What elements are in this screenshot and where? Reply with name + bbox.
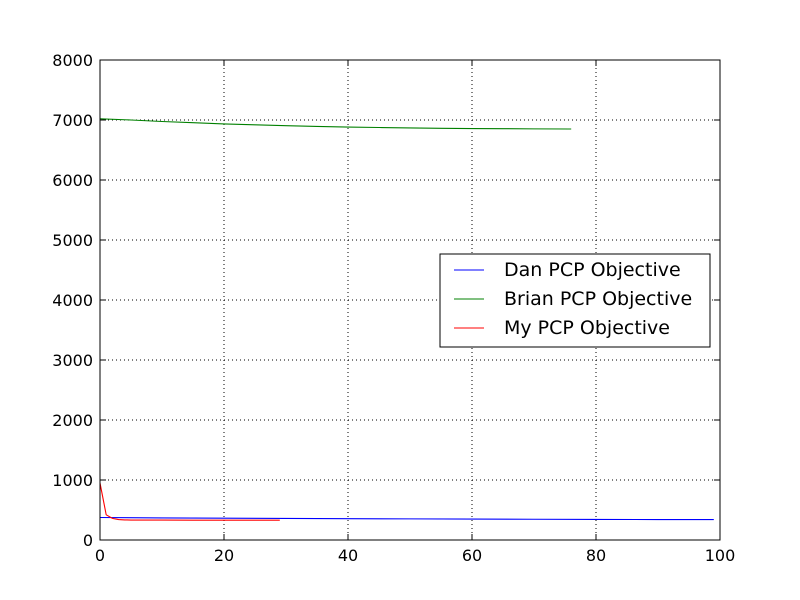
y-tick-label: 1000	[52, 471, 93, 490]
series-lines	[99, 118, 714, 521]
y-tick-label: 2000	[52, 411, 93, 430]
axis-ticks: 0 20 40 60 80 1000100020003000400050006000700…	[52, 51, 735, 565]
x-tick-label: 100	[705, 546, 736, 565]
legend-label: Brian PCP Objective	[504, 288, 692, 310]
y-tick-label: 0	[83, 531, 93, 550]
y-tick-label: 3000	[52, 351, 93, 370]
y-tick-label: 6000	[52, 171, 93, 190]
x-tick-label: 20	[214, 546, 234, 565]
y-tick-label: 7000	[52, 111, 93, 130]
legend: Dan PCP Objective Brian PCP Objective My P…	[439, 253, 711, 348]
legend-label: My PCP Objective	[504, 317, 670, 339]
y-tick-label: 8000	[52, 51, 93, 70]
x-tick-label: 40	[338, 546, 358, 565]
x-tick-label: 80	[586, 546, 606, 565]
legend-box	[439, 253, 711, 348]
series-line-my-pcp-objective	[99, 482, 280, 521]
y-tick-label: 5000	[52, 231, 93, 250]
y-tick-label: 4000	[52, 291, 93, 310]
x-tick-label: 0	[95, 546, 105, 565]
x-tick-label: 60	[462, 546, 482, 565]
series-line-dan-pcp-objective	[99, 516, 714, 521]
series-line-brian-pcp-objective	[99, 118, 572, 130]
legend-label: Dan PCP Objective	[504, 259, 681, 281]
